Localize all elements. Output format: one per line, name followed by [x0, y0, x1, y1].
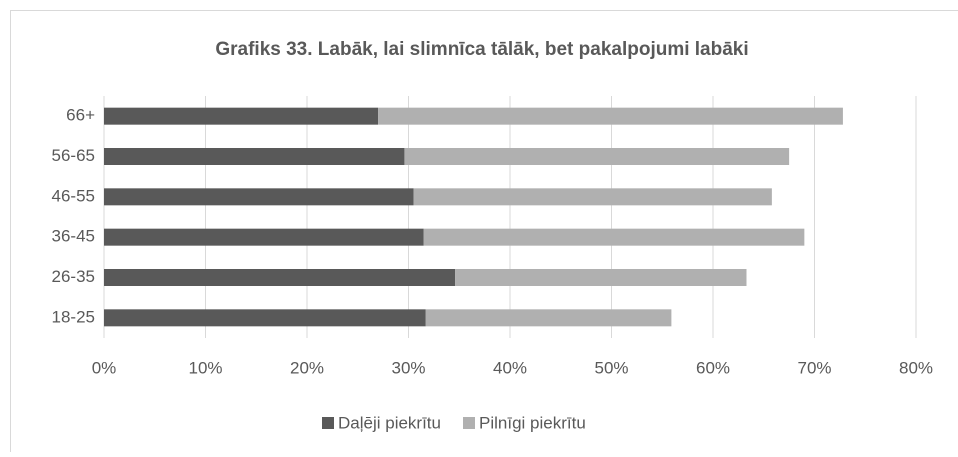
chart-title: Grafiks 33. Labāk, lai slimnīca tālāk, b… — [215, 39, 748, 60]
y-tick-label: 66+ — [66, 106, 95, 125]
bar-segment — [104, 108, 378, 125]
x-tick-label: 40% — [493, 358, 527, 377]
x-tick-label: 30% — [391, 358, 425, 377]
legend-label: Pilnīgi piekrītu — [479, 413, 586, 432]
y-tick-label: 26-35 — [52, 267, 95, 286]
x-tick-label: 70% — [797, 358, 831, 377]
legend-label: Daļēji piekrītu — [338, 413, 441, 432]
y-tick-label: 18-25 — [52, 307, 95, 326]
x-tick-label: 60% — [696, 358, 730, 377]
bar-segment — [104, 309, 426, 326]
bar-segment — [426, 309, 672, 326]
x-tick-label: 10% — [188, 358, 222, 377]
bar-segment — [104, 188, 414, 205]
x-tick-label: 80% — [899, 358, 933, 377]
bar-segment — [414, 188, 772, 205]
bar-segment — [404, 148, 789, 165]
y-tick-label: 36-45 — [52, 227, 95, 246]
bar-segment — [104, 229, 424, 246]
x-tick-label: 0% — [92, 358, 117, 377]
x-tick-label: 50% — [594, 358, 628, 377]
legend-swatch — [463, 417, 475, 429]
x-tick-label: 20% — [290, 358, 324, 377]
bar-segment — [378, 108, 843, 125]
legend-swatch — [322, 417, 334, 429]
bar-segment — [104, 148, 404, 165]
bar-segment — [424, 229, 805, 246]
bar-segment — [455, 269, 746, 286]
y-tick-label: 46-55 — [52, 186, 95, 205]
y-tick-label: 56-65 — [52, 146, 95, 165]
bar-segment — [104, 269, 455, 286]
